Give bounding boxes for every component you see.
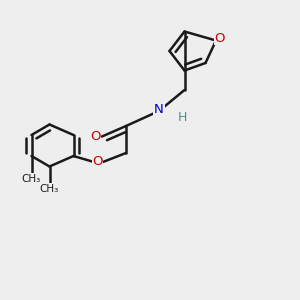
Text: N: N	[154, 103, 164, 116]
Text: O: O	[92, 154, 103, 168]
Text: CH₃: CH₃	[22, 173, 41, 184]
Text: O: O	[214, 32, 225, 45]
Text: O: O	[90, 130, 101, 143]
Text: H: H	[177, 111, 187, 124]
Text: CH₃: CH₃	[40, 184, 59, 194]
